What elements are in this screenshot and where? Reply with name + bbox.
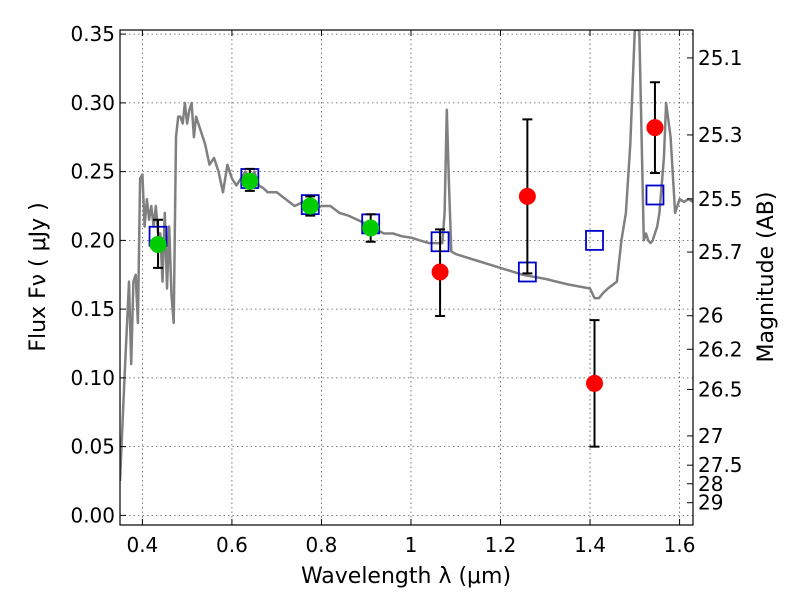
right-tick-label: 27.5 xyxy=(698,453,743,477)
x-tick-label: 1.2 xyxy=(485,533,517,557)
right-tick-label: 25.7 xyxy=(698,240,743,264)
observed-flux-point xyxy=(149,236,167,253)
ticks: 0.4 0.6 0.8 1 1.2 1.4 1.6 0.00 0.05 0.10 0.15 0.20 0… xyxy=(70,22,742,557)
right-tick-label: 25.5 xyxy=(698,187,743,211)
y-axis-right-label: Magnitude (AB) xyxy=(754,192,779,363)
observed-flux-point xyxy=(586,374,604,392)
observed-flux-point xyxy=(301,197,319,215)
observed-flux-point xyxy=(646,119,664,137)
right-tick-label: 26.5 xyxy=(698,377,743,401)
x-axis-label: Wavelength λ (μm) xyxy=(301,564,511,589)
y-tick-label: 0.00 xyxy=(70,503,115,527)
points-layer xyxy=(148,81,665,448)
y-tick-label: 0.05 xyxy=(70,435,115,459)
grid xyxy=(120,30,693,525)
plot-frame xyxy=(119,29,694,526)
x-tick-label: 1 xyxy=(405,533,418,557)
y-tick-label: 0.10 xyxy=(70,366,115,390)
y-tick-label: 0.35 xyxy=(70,22,115,46)
y-tick-label: 0.25 xyxy=(70,160,115,184)
right-tick-label: 28 xyxy=(698,472,723,496)
y-tick-label: 0.15 xyxy=(70,297,115,321)
y-axis-label: Flux Fν ( μJy ) xyxy=(26,202,51,351)
y-tick-label: 0.30 xyxy=(70,91,115,115)
x-tick-label: 0.4 xyxy=(126,533,158,557)
right-tick-label: 29 xyxy=(698,491,723,515)
x-tick-label: 1.6 xyxy=(664,533,696,557)
right-tick-label: 25.1 xyxy=(698,46,743,70)
x-tick-label: 0.6 xyxy=(216,533,248,557)
right-tick-label: 27 xyxy=(698,424,723,448)
right-tick-label: 26 xyxy=(698,304,723,328)
model-band-square xyxy=(645,184,665,206)
x-tick-label: 1.4 xyxy=(574,533,606,557)
observed-flux-point xyxy=(362,219,380,237)
observed-flux-point xyxy=(431,263,449,281)
x-tick-label: 0.8 xyxy=(306,533,338,557)
observed-flux-point xyxy=(518,187,536,205)
y-tick-label: 0.20 xyxy=(70,228,115,252)
plot-background xyxy=(120,30,693,525)
right-tick-label: 25.3 xyxy=(698,123,743,147)
right-tick-label: 26.2 xyxy=(698,337,743,361)
model-band-square xyxy=(585,229,604,251)
observed-flux-point xyxy=(241,172,259,190)
